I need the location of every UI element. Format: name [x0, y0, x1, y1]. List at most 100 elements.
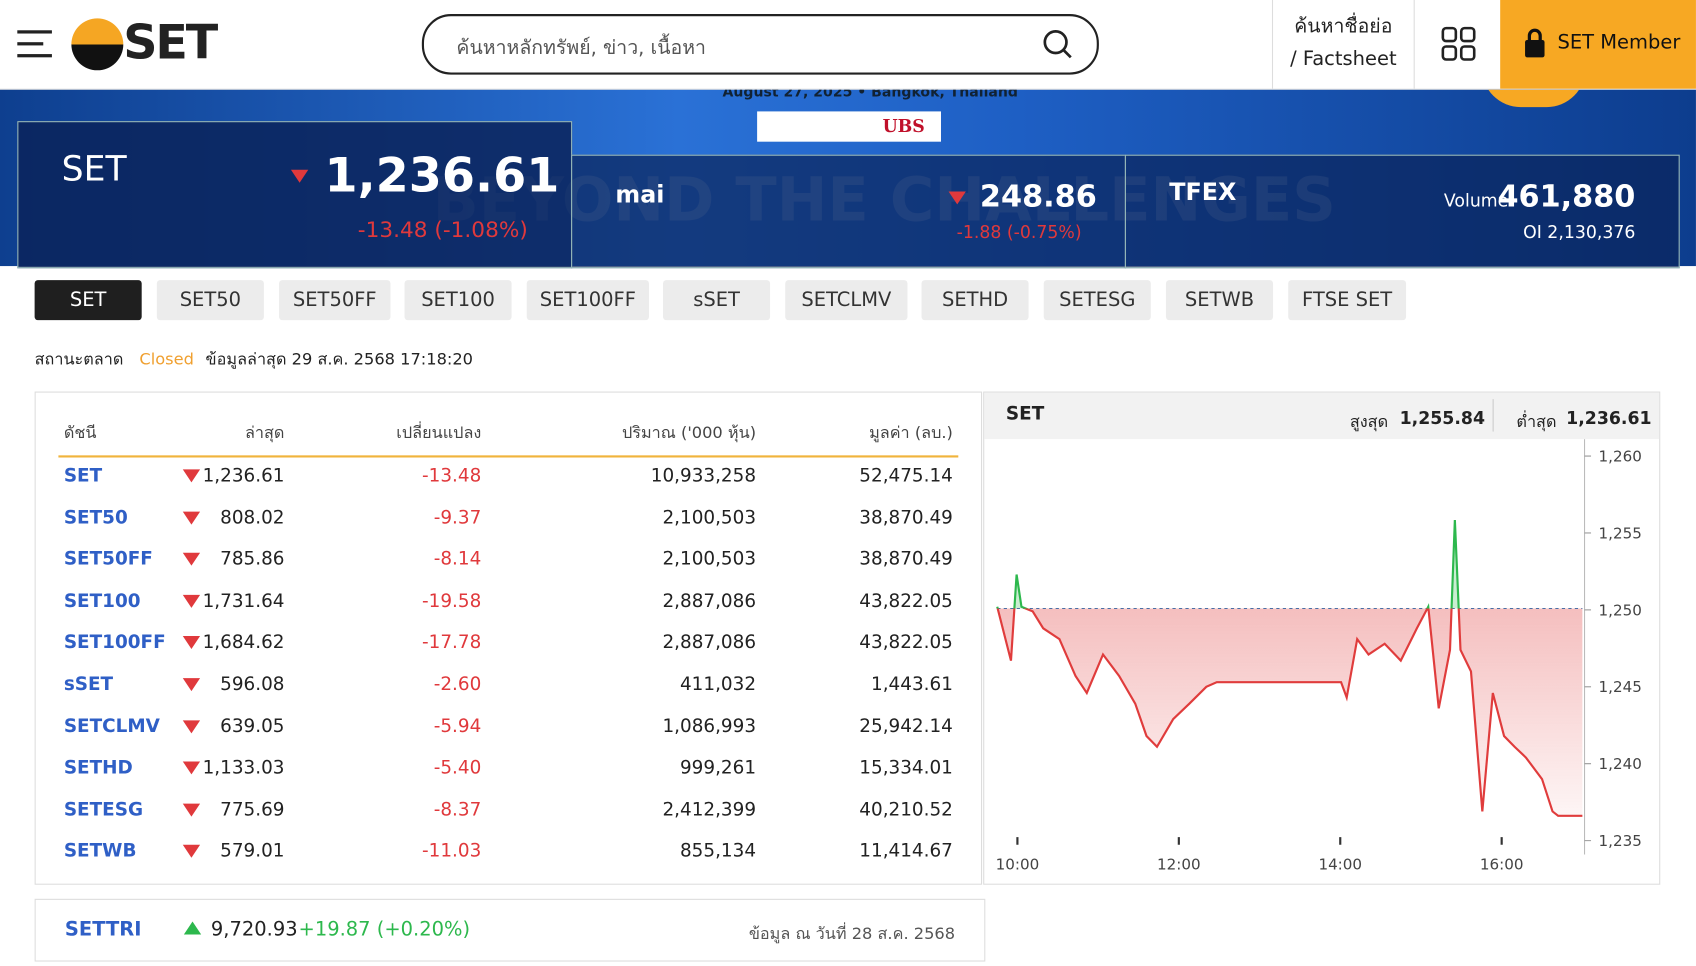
factsheet-link[interactable]: ค้นหาชื่อย่อ / Factsheet — [1271, 0, 1415, 89]
down-arrow — [182, 594, 201, 608]
y-tick-label: 1,250 — [1599, 601, 1642, 619]
settri-panel[interactable]: SETTRI 9,720.93 +19.87 (+0.20%) ข้อมูล ณ… — [34, 898, 986, 962]
cell-value: 1,236.61 — [202, 465, 285, 487]
index-tab[interactable]: SETCLMV — [785, 280, 908, 321]
intraday-chart: 1,235 1,240 1,245 1,250 1,255 1,260 10:00 12:00… — [996, 439, 1642, 874]
cell-value: 43,822.05 — [859, 590, 953, 612]
index-tab[interactable]: sSET — [663, 280, 771, 321]
down-arrow — [182, 552, 201, 566]
x-tick-label: 10:00 — [996, 856, 1040, 874]
search-icon[interactable] — [1043, 29, 1073, 59]
cell-value: 10,933,258 — [650, 465, 757, 487]
column-header: เปลี่ยนแปลง — [396, 422, 482, 443]
cell-value: -17.78 — [422, 632, 482, 654]
cell-value: 2,887,086 — [662, 632, 757, 654]
logo-mark[interactable] — [71, 18, 124, 71]
down-arrow — [182, 469, 201, 483]
y-tick-label: 1,240 — [1599, 755, 1642, 773]
chart-panel — [983, 391, 1661, 885]
banner-date: August 27, 2025 • Bangkok, Thailand — [722, 89, 1018, 101]
search-placeholder: ค้นหาหลักทรัพย์, ข่าว, เนื้อหา — [456, 36, 706, 60]
settri-note: ข้อมูล ณ วันที่ 28 ส.ค. 2568 — [748, 923, 956, 944]
settri-name: SETTRI — [64, 918, 142, 941]
status-label: สถานะตลาด — [34, 349, 124, 369]
cell-value: 38,870.49 — [859, 548, 953, 571]
area-below — [997, 608, 1583, 816]
price-line-down — [996, 608, 1583, 817]
index-name[interactable]: SETHD — [63, 757, 133, 779]
logo-text[interactable]: SET — [123, 15, 218, 71]
settri-value: 9,720.93 — [210, 918, 298, 941]
apps-icon[interactable] — [1441, 26, 1478, 63]
index-name: mai — [615, 181, 665, 209]
mai-panel[interactable]: mai 248.86 -1.88 (-0.75%) — [571, 154, 1126, 269]
cell-value: 2,887,086 — [662, 590, 757, 612]
cell-value: 52,475.14 — [859, 465, 953, 487]
index-change: -13.48 (-1.08%) — [357, 216, 528, 243]
index-tab[interactable]: SETHD — [921, 280, 1029, 321]
cell-value: 2,412,399 — [662, 799, 757, 821]
index-tab[interactable]: SET100FF — [526, 280, 649, 321]
column-header: ล่าสุด — [244, 422, 285, 443]
cell-value: 1,086,993 — [662, 715, 757, 738]
index-name[interactable]: SET100FF — [63, 632, 166, 654]
lock-icon — [1525, 28, 1545, 58]
sponsor-strip: UBS — [757, 111, 941, 142]
cell-value: 855,134 — [679, 840, 757, 863]
down-arrow — [182, 845, 201, 859]
index-name[interactable]: SET — [63, 465, 103, 487]
tfex-name: TFEX — [1169, 179, 1237, 207]
index-value: 248.86 — [979, 178, 1097, 215]
search-box[interactable]: ค้นหาหลักทรัพย์, ข่าว, เนื้อหา — [421, 14, 1099, 75]
cell-value: 11,414.67 — [859, 840, 953, 863]
set-panel[interactable]: SET 1,236.61 -13.48 (-1.08%) — [17, 121, 573, 269]
cell-value: -11.03 — [422, 840, 482, 863]
cell-value: -9.37 — [433, 506, 482, 529]
cell-value: -5.40 — [433, 757, 482, 779]
divider — [1492, 399, 1494, 432]
index-tab[interactable]: SET100 — [404, 280, 512, 321]
factsheet-line: ค้นหาชื่อย่อ — [1294, 15, 1393, 38]
index-name[interactable]: SET50FF — [63, 548, 153, 571]
cell-value: 808.02 — [220, 506, 285, 529]
cell-value: -5.94 — [433, 715, 482, 738]
cell-value: 25,942.14 — [859, 715, 953, 738]
up-arrow — [183, 921, 202, 935]
y-tick-label: 1,255 — [1599, 524, 1642, 542]
index-table-panel — [34, 391, 983, 885]
low-label: ต่ำสุด — [1516, 412, 1557, 432]
banner-badge — [1481, 89, 1586, 108]
table-header-rule — [58, 455, 959, 458]
chart-header: SET สูงสุด 1,255.84 ต่ำสุด 1,236.61 — [984, 392, 1660, 440]
index-name[interactable]: SET50 — [63, 506, 128, 529]
index-name[interactable]: sSET — [63, 673, 114, 696]
open-interest: OI 2,130,376 — [1523, 221, 1636, 243]
index-name[interactable]: SETWB — [63, 840, 137, 863]
status-updated: ข้อมูลล่าสุด 29 ส.ค. 2568 17:18:20 — [205, 349, 473, 369]
member-button[interactable]: SET Member — [1500, 0, 1696, 89]
sponsor: UBS — [882, 115, 925, 137]
factsheet-line: / Factsheet — [1290, 47, 1397, 71]
cell-value: 2,100,503 — [662, 548, 757, 571]
index-tab[interactable]: SET — [34, 280, 142, 321]
index-tab[interactable]: FTSE SET — [1288, 280, 1407, 321]
index-change: -1.88 (-0.75%) — [956, 221, 1082, 243]
cell-value: 999,261 — [679, 757, 757, 779]
cell-value: -8.37 — [433, 799, 482, 821]
cell-value: 579.01 — [220, 840, 285, 863]
index-tab[interactable]: SET50FF — [279, 280, 391, 321]
x-tick-label: 16:00 — [1480, 856, 1524, 874]
down-arrow — [182, 678, 201, 692]
tfex-panel[interactable]: TFEX Volume 461,880 OI 2,130,376 — [1124, 154, 1680, 269]
index-name[interactable]: SETESG — [63, 799, 144, 821]
index-tab[interactable]: SETESG — [1043, 280, 1151, 321]
index-name[interactable]: SETCLMV — [63, 715, 160, 738]
index-tab[interactable]: SET50 — [156, 280, 264, 321]
menu-button[interactable] — [17, 30, 52, 58]
high-label: สูงสุด — [1349, 412, 1389, 432]
member-label: SET Member — [1557, 31, 1681, 55]
down-arrow — [948, 191, 966, 205]
index-name[interactable]: SET100 — [63, 590, 141, 612]
index-tab[interactable]: SETWB — [1165, 280, 1274, 321]
